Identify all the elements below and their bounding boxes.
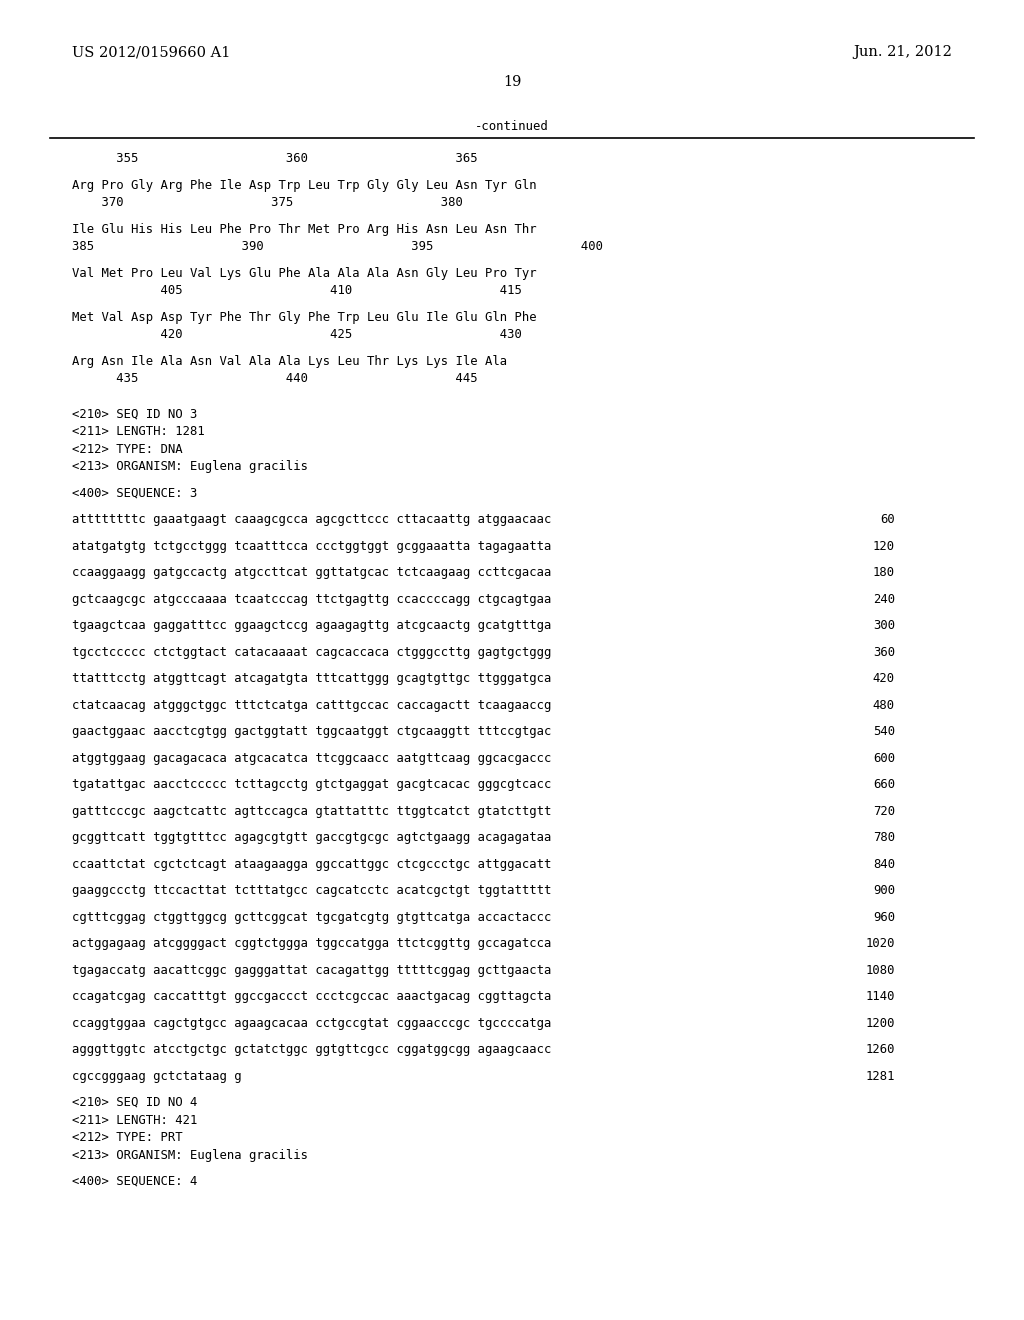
Text: 1020: 1020 [865,937,895,950]
Text: 780: 780 [872,832,895,843]
Text: Val Met Pro Leu Val Lys Glu Phe Ala Ala Ala Asn Gly Leu Pro Tyr: Val Met Pro Leu Val Lys Glu Phe Ala Ala … [72,267,537,280]
Text: US 2012/0159660 A1: US 2012/0159660 A1 [72,45,230,59]
Text: 355                    360                    365: 355 360 365 [72,152,477,165]
Text: ccaggtggaa cagctgtgcc agaagcacaa cctgccgtat cggaacccgc tgccccatga: ccaggtggaa cagctgtgcc agaagcacaa cctgccg… [72,1016,551,1030]
Text: <400> SEQUENCE: 4: <400> SEQUENCE: 4 [72,1175,198,1188]
Text: tgatattgac aacctccccc tcttagcctg gtctgaggat gacgtcacac gggcgtcacc: tgatattgac aacctccccc tcttagcctg gtctgag… [72,777,551,791]
Text: 540: 540 [872,725,895,738]
Text: gatttcccgc aagctcattc agttccagca gtattatttc ttggtcatct gtatcttgtt: gatttcccgc aagctcattc agttccagca gtattat… [72,804,551,817]
Text: ttatttcctg atggttcagt atcagatgta tttcattggg gcagtgttgc ttgggatgca: ttatttcctg atggttcagt atcagatgta tttcatt… [72,672,551,685]
Text: atggtggaag gacagacaca atgcacatca ttcggcaacc aatgttcaag ggcacgaccc: atggtggaag gacagacaca atgcacatca ttcggca… [72,751,551,764]
Text: gcggttcatt tggtgtttcc agagcgtgtt gaccgtgcgc agtctgaagg acagagataa: gcggttcatt tggtgtttcc agagcgtgtt gaccgtg… [72,832,551,843]
Text: 660: 660 [872,777,895,791]
Text: 405                    410                    415: 405 410 415 [72,284,522,297]
Text: cgtttcggag ctggttggcg gcttcggcat tgcgatcgtg gtgttcatga accactaccc: cgtttcggag ctggttggcg gcttcggcat tgcgatc… [72,911,551,924]
Text: 60: 60 [881,513,895,525]
Text: actggagaag atcggggact cggtctggga tggccatgga ttctcggttg gccagatcca: actggagaag atcggggact cggtctggga tggccat… [72,937,551,950]
Text: 120: 120 [872,540,895,553]
Text: 960: 960 [872,911,895,924]
Text: 1200: 1200 [865,1016,895,1030]
Text: tgcctccccc ctctggtact catacaaaat cagcaccaca ctgggccttg gagtgctggg: tgcctccccc ctctggtact catacaaaat cagcacc… [72,645,551,659]
Text: 480: 480 [872,698,895,711]
Text: <213> ORGANISM: Euglena gracilis: <213> ORGANISM: Euglena gracilis [72,1148,308,1162]
Text: <211> LENGTH: 1281: <211> LENGTH: 1281 [72,425,205,438]
Text: <212> TYPE: PRT: <212> TYPE: PRT [72,1131,182,1144]
Text: Jun. 21, 2012: Jun. 21, 2012 [853,45,952,59]
Text: 1140: 1140 [865,990,895,1003]
Text: 900: 900 [872,884,895,898]
Text: tgagaccatg aacattcggc gagggattat cacagattgg tttttcggag gcttgaacta: tgagaccatg aacattcggc gagggattat cacagat… [72,964,551,977]
Text: 840: 840 [872,858,895,870]
Text: cgccgggaag gctctataag g: cgccgggaag gctctataag g [72,1069,242,1082]
Text: 1260: 1260 [865,1043,895,1056]
Text: <210> SEQ ID NO 4: <210> SEQ ID NO 4 [72,1096,198,1109]
Text: 435                    440                    445: 435 440 445 [72,372,477,385]
Text: atatgatgtg tctgcctggg tcaatttcca ccctggtggt gcggaaatta tagagaatta: atatgatgtg tctgcctggg tcaatttcca ccctggt… [72,540,551,553]
Text: 385                    390                    395                    400: 385 390 395 400 [72,240,603,253]
Text: <210> SEQ ID NO 3: <210> SEQ ID NO 3 [72,408,198,421]
Text: 19: 19 [503,75,521,88]
Text: <211> LENGTH: 421: <211> LENGTH: 421 [72,1114,198,1126]
Text: attttttttc gaaatgaagt caaagcgcca agcgcttccc cttacaattg atggaacaac: attttttttc gaaatgaagt caaagcgcca agcgctt… [72,513,551,525]
Text: 240: 240 [872,593,895,606]
Text: 180: 180 [872,566,895,579]
Text: tgaagctcaa gaggatttcc ggaagctccg agaagagttg atcgcaactg gcatgtttga: tgaagctcaa gaggatttcc ggaagctccg agaagag… [72,619,551,632]
Text: agggttggtc atcctgctgc gctatctggc ggtgttcgcc cggatggcgg agaagcaacc: agggttggtc atcctgctgc gctatctggc ggtgttc… [72,1043,551,1056]
Text: 420: 420 [872,672,895,685]
Text: Met Val Asp Asp Tyr Phe Thr Gly Phe Trp Leu Glu Ile Glu Gln Phe: Met Val Asp Asp Tyr Phe Thr Gly Phe Trp … [72,310,537,323]
Text: Ile Glu His His Leu Phe Pro Thr Met Pro Arg His Asn Leu Asn Thr: Ile Glu His His Leu Phe Pro Thr Met Pro … [72,223,537,235]
Text: 1080: 1080 [865,964,895,977]
Text: gaactggaac aacctcgtgg gactggtatt tggcaatggt ctgcaaggtt tttccgtgac: gaactggaac aacctcgtgg gactggtatt tggcaat… [72,725,551,738]
Text: 1281: 1281 [865,1069,895,1082]
Text: gaaggccctg ttccacttat tctttatgcc cagcatcctc acatcgctgt tggtattttt: gaaggccctg ttccacttat tctttatgcc cagcatc… [72,884,551,898]
Text: 420                    425                    430: 420 425 430 [72,327,522,341]
Text: <400> SEQUENCE: 3: <400> SEQUENCE: 3 [72,487,198,499]
Text: <212> TYPE: DNA: <212> TYPE: DNA [72,442,182,455]
Text: ctatcaacag atgggctggc tttctcatga catttgccac caccagactt tcaagaaccg: ctatcaacag atgggctggc tttctcatga catttgc… [72,698,551,711]
Text: 720: 720 [872,804,895,817]
Text: 370                    375                    380: 370 375 380 [72,195,463,209]
Text: ccaaggaagg gatgccactg atgccttcat ggttatgcac tctcaagaag ccttcgacaa: ccaaggaagg gatgccactg atgccttcat ggttatg… [72,566,551,579]
Text: ccagatcgag caccatttgt ggccgaccct ccctcgccac aaactgacag cggttagcta: ccagatcgag caccatttgt ggccgaccct ccctcgc… [72,990,551,1003]
Text: <213> ORGANISM: Euglena gracilis: <213> ORGANISM: Euglena gracilis [72,459,308,473]
Text: 600: 600 [872,751,895,764]
Text: Arg Pro Gly Arg Phe Ile Asp Trp Leu Trp Gly Gly Leu Asn Tyr Gln: Arg Pro Gly Arg Phe Ile Asp Trp Leu Trp … [72,178,537,191]
Text: 360: 360 [872,645,895,659]
Text: ccaattctat cgctctcagt ataagaagga ggccattggc ctcgccctgc attggacatt: ccaattctat cgctctcagt ataagaagga ggccatt… [72,858,551,870]
Text: 300: 300 [872,619,895,632]
Text: gctcaagcgc atgcccaaaa tcaatcccag ttctgagttg ccaccccagg ctgcagtgaa: gctcaagcgc atgcccaaaa tcaatcccag ttctgag… [72,593,551,606]
Text: Arg Asn Ile Ala Asn Val Ala Ala Lys Leu Thr Lys Lys Ile Ala: Arg Asn Ile Ala Asn Val Ala Ala Lys Leu … [72,355,507,367]
Text: -continued: -continued [475,120,549,133]
